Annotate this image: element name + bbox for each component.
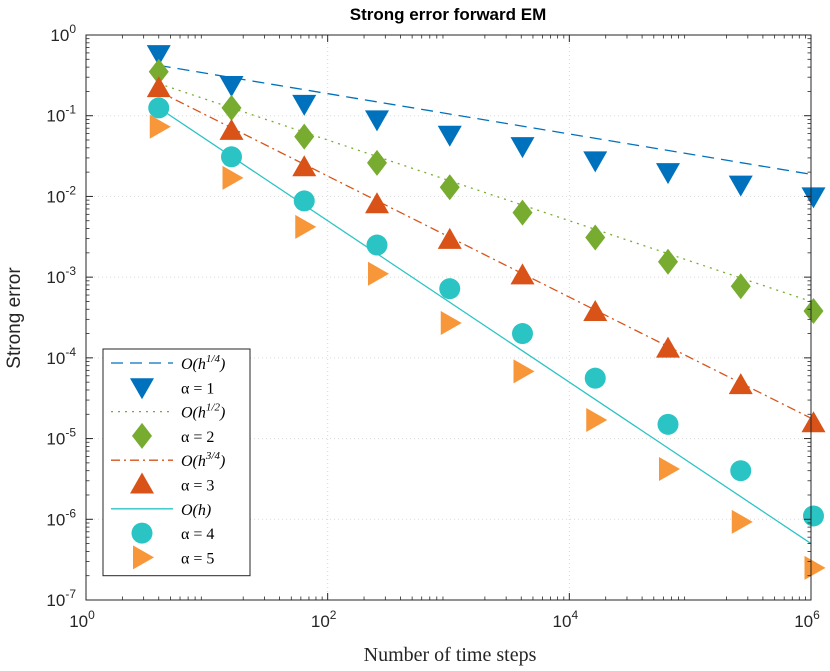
- legend-entry-label: O(h1/2): [181, 402, 225, 422]
- data-point-alpha-2: [366, 149, 387, 176]
- data-point-alpha-4: [730, 460, 752, 482]
- legend-box: [102, 348, 251, 577]
- data-point-alpha-1: [655, 163, 680, 185]
- legend-entry-label: O(h3/4): [181, 450, 225, 470]
- data-point-alpha-2: [148, 58, 169, 85]
- data-point-alpha-4: [802, 505, 824, 527]
- y-tick-label: 100: [50, 22, 76, 45]
- x-tick-label: 106: [794, 608, 820, 631]
- data-point-alpha-1: [583, 151, 608, 173]
- data-point-alpha-3: [583, 299, 608, 321]
- reference-line-2: [158, 82, 812, 303]
- data-point-alpha-5: [367, 261, 389, 286]
- legend-entry-label: O(h): [181, 502, 211, 519]
- data-point-alpha-4: [148, 97, 170, 119]
- data-point-alpha-1: [728, 175, 753, 197]
- x-axis-label: Number of time steps: [364, 644, 537, 666]
- data-point-alpha-5: [658, 456, 680, 481]
- data-point-alpha-5: [513, 359, 535, 384]
- data-point-alpha-3: [219, 118, 244, 140]
- legend-entry-label: O(h1/4): [181, 353, 225, 373]
- y-axis-label: Strong error: [4, 267, 25, 369]
- legend-marker-swatch: [132, 422, 152, 449]
- legend-entry-label: α = 1: [181, 380, 214, 397]
- y-tick-label: 10-7: [46, 587, 76, 610]
- data-point-alpha-1: [510, 137, 535, 159]
- legend-entry-label: α = 2: [181, 429, 214, 446]
- reference-line-3: [158, 90, 812, 419]
- data-point-alpha-2: [585, 224, 606, 251]
- data-point-alpha-3: [146, 76, 171, 98]
- legend-marker-swatch: [131, 522, 153, 544]
- data-point-alpha-4: [439, 278, 461, 300]
- data-point-alpha-3: [292, 155, 317, 177]
- data-point-alpha-4: [220, 146, 242, 168]
- legend-entry-label: α = 5: [181, 550, 214, 567]
- data-point-alpha-5: [295, 214, 317, 239]
- y-tick-label: 10-3: [46, 264, 76, 287]
- data-point-alpha-5: [149, 114, 171, 139]
- data-point-alpha-2: [803, 298, 824, 325]
- axes-box: [85, 34, 812, 601]
- legend-marker-swatch: [130, 378, 154, 400]
- data-point-alpha-1: [801, 187, 826, 209]
- data-point-alpha-3: [364, 192, 389, 214]
- data-point-alpha-3: [655, 336, 680, 358]
- data-point-alpha-4: [366, 234, 388, 256]
- data-point-alpha-2: [221, 94, 242, 121]
- data-point-alpha-3: [437, 227, 462, 249]
- data-point-alpha-4: [657, 413, 679, 435]
- legend-entry-label: α = 4: [181, 526, 214, 543]
- data-point-alpha-4: [511, 323, 533, 345]
- data-point-alpha-3: [510, 263, 535, 285]
- data-point-alpha-1: [437, 125, 462, 147]
- legend-marker-swatch: [133, 545, 154, 570]
- x-tick-label: 104: [553, 608, 579, 631]
- data-point-alpha-1: [146, 45, 171, 67]
- legend-marker-swatch: [130, 472, 154, 494]
- data-point-alpha-1: [219, 76, 244, 98]
- data-point-alpha-3: [728, 373, 753, 395]
- y-tick-label: 10-6: [46, 506, 76, 529]
- data-point-alpha-5: [440, 311, 462, 336]
- y-tick-label: 10-4: [46, 345, 76, 368]
- data-point-alpha-1: [364, 110, 389, 132]
- legend-entry-label: α = 3: [181, 478, 214, 495]
- data-point-alpha-3: [801, 411, 826, 433]
- data-point-alpha-5: [586, 407, 608, 432]
- y-tick-label: 10-2: [46, 183, 76, 206]
- reference-line-4: [158, 107, 812, 545]
- data-point-alpha-5: [222, 165, 244, 190]
- legend: O(h1/4) α = 1 O(h1/2) α = 2 O(h3/4) α = 3 O(h)…: [102, 348, 251, 577]
- data-point-alpha-4: [293, 190, 315, 212]
- data-point-alpha-1: [292, 94, 317, 116]
- chart-title: Strong error forward EM: [350, 5, 546, 24]
- x-tick-label: 102: [311, 608, 337, 631]
- data-point-alpha-2: [512, 199, 533, 226]
- data-point-alpha-2: [657, 248, 678, 275]
- data-point-alpha-2: [730, 273, 751, 300]
- y-tick-label: 10-1: [46, 103, 76, 126]
- data-point-alpha-2: [294, 123, 315, 150]
- reference-line-1: [158, 64, 812, 175]
- data-point-alpha-5: [731, 509, 753, 534]
- x-tick-label: 100: [69, 608, 95, 631]
- data-point-alpha-4: [584, 367, 606, 389]
- y-tick-label: 10-5: [46, 426, 76, 449]
- data-point-alpha-2: [439, 174, 460, 201]
